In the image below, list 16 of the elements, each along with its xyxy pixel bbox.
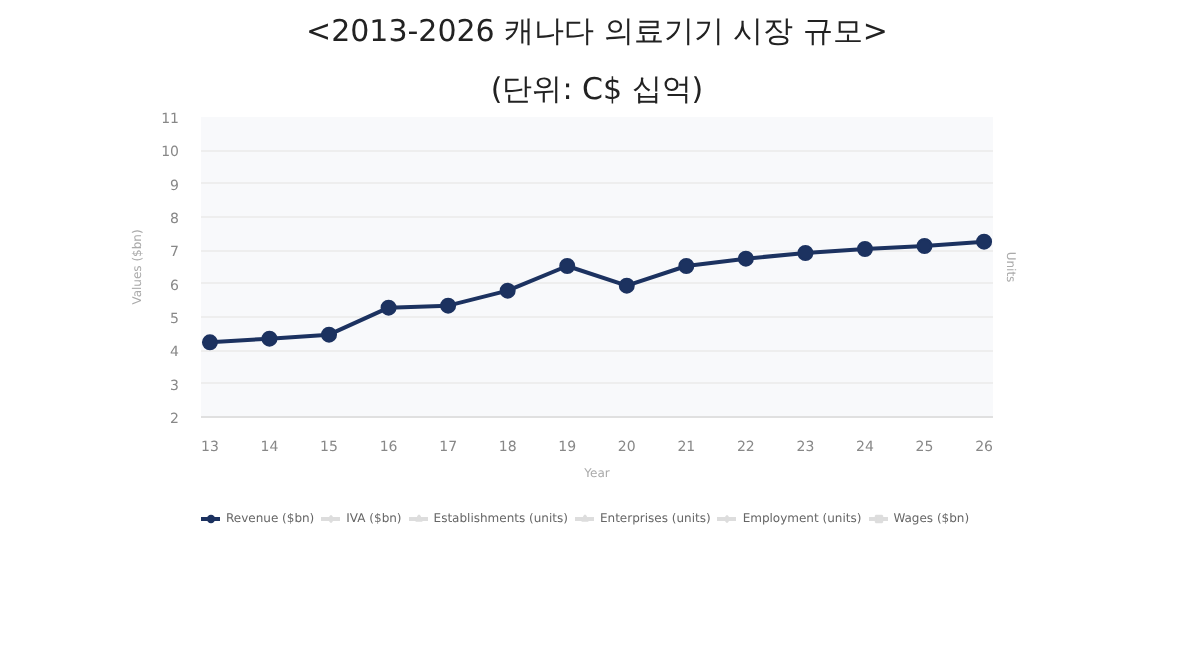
point (737, 250, 754, 267)
point (321, 326, 338, 343)
point (499, 282, 516, 299)
point (559, 258, 576, 274)
chart-title: <2013-2026 캐나다 의료기기 시장 규모> (306, 13, 888, 49)
point (440, 297, 457, 314)
point (380, 299, 397, 316)
point (618, 277, 635, 294)
point (261, 330, 278, 347)
point (201, 334, 218, 351)
point (678, 258, 695, 274)
chart-subtitle: (단위: C$ 십억) (490, 71, 704, 107)
point (976, 233, 993, 250)
point (916, 238, 933, 254)
point (797, 245, 814, 261)
point (856, 241, 873, 257)
